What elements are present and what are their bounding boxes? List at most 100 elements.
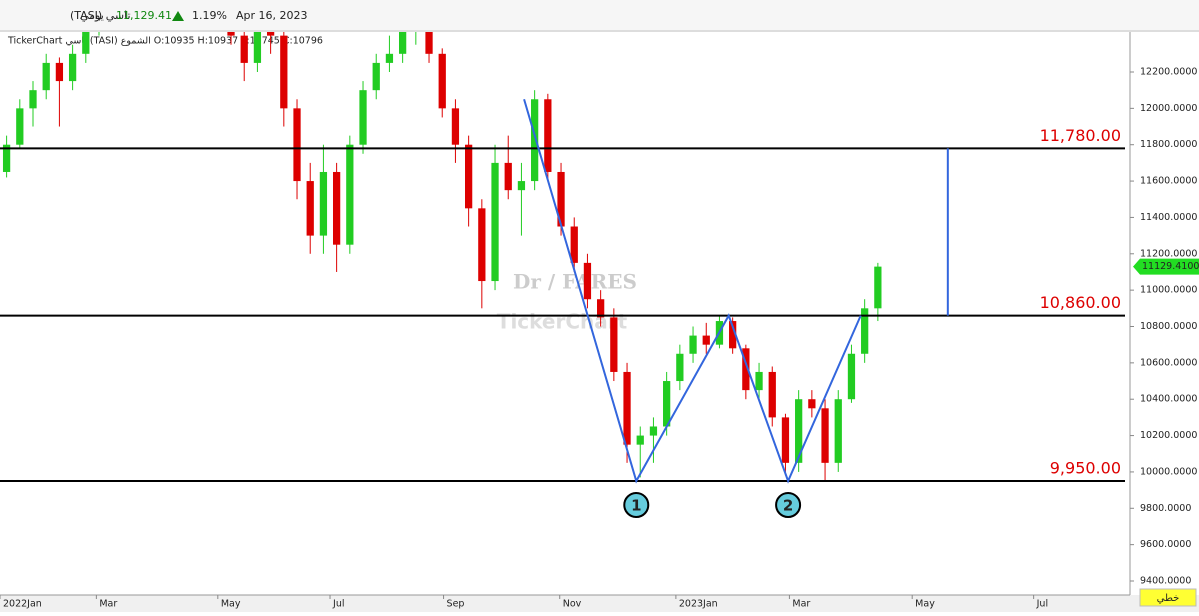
symbol: تاسي (TASI) (70, 9, 131, 22)
y-tick-label: 11000.0000 (1140, 285, 1197, 296)
x-tick-label: Mar (792, 599, 810, 610)
level-label: 10,860.00 (1040, 293, 1121, 312)
candle-body (544, 99, 552, 172)
candle-body (2, 144, 11, 172)
candle-body (478, 208, 486, 282)
candle-body (438, 53, 446, 109)
x-tick-label: May (221, 599, 241, 610)
candle-body (68, 53, 77, 82)
y-tick-label: 11200.0000 (1140, 248, 1197, 259)
candle-body (398, 32, 407, 54)
candle-body (359, 90, 367, 145)
candle-body (755, 371, 763, 391)
candle-body (531, 99, 539, 182)
y-tick-label: 10600.0000 (1140, 357, 1197, 368)
y-tick-label: 9600.0000 (1140, 539, 1191, 550)
candle-body (425, 32, 433, 54)
candle-body (649, 426, 658, 436)
x-axis-panel (0, 595, 1199, 612)
candle-body (702, 335, 710, 345)
candle-body (504, 162, 512, 191)
candle-body (663, 381, 671, 427)
candle-body (266, 32, 275, 36)
candle-body (293, 108, 301, 182)
marker-label: 1 (631, 497, 641, 515)
candle-body (372, 62, 380, 91)
period: يومي (80, 9, 104, 22)
candle-body (795, 399, 803, 463)
candle-body (768, 371, 776, 418)
candle-body (42, 62, 50, 91)
candle-body (874, 266, 882, 309)
last-price-box (1133, 258, 1199, 275)
candle-body (332, 171, 341, 245)
candle-body (742, 348, 750, 391)
y-tick-label: 9400.0000 (1140, 576, 1191, 587)
candle-body (240, 35, 248, 63)
y-tick-label: 11800.0000 (1140, 139, 1197, 150)
y-tick-label: 11600.0000 (1140, 176, 1197, 187)
candle-body (610, 317, 618, 372)
style-button[interactable] (1139, 588, 1197, 607)
y-tick-label: 12000.0000 (1140, 103, 1197, 114)
candle-body (451, 108, 460, 145)
candle-body (346, 144, 354, 245)
candle-body (280, 35, 288, 109)
plot (2, 32, 882, 482)
candle-body (781, 417, 790, 463)
candle-body (636, 435, 644, 445)
y-tick-label: 11400.0000 (1140, 212, 1197, 223)
info-line: TickerChart تاسي (TASI) الشموع O:10935 H… (7, 36, 323, 47)
y-tick-label: 10800.0000 (1140, 321, 1197, 332)
y-tick-label: 10400.0000 (1140, 394, 1197, 405)
watermark: TickerChart (497, 310, 628, 334)
date: Apr 16, 2023 (236, 9, 308, 22)
y-tick-label: 10200.0000 (1140, 430, 1197, 441)
pattern-line (523, 98, 862, 484)
x-tick-label: Nov (563, 599, 582, 610)
level-label: 11,780.00 (1040, 126, 1121, 145)
x-tick-label: 2023Jan (679, 599, 718, 610)
x-tick-label: Jul (332, 599, 344, 610)
y-axis-panel (1130, 32, 1199, 595)
y-tick-label: 12200.0000 (1140, 66, 1197, 77)
last-price-label: 11129.4100 (1142, 261, 1199, 272)
marker (623, 492, 650, 518)
candle-body (729, 321, 737, 349)
candle-body (821, 408, 829, 463)
candle-body (55, 62, 64, 82)
y-tick-label: 9800.0000 (1140, 503, 1191, 514)
candle-body (306, 181, 314, 236)
candle-body (597, 299, 605, 318)
style-button-label: خطي (1157, 593, 1180, 604)
candle-body (689, 335, 697, 354)
y-tick-label: 10000.0000 (1140, 466, 1197, 477)
x-tick-label: Sep (447, 599, 465, 610)
candle-body (676, 353, 684, 382)
candle-body (227, 32, 235, 36)
candle-body (570, 226, 578, 263)
candle-body (808, 399, 816, 409)
level-label: 9,950.00 (1050, 459, 1121, 478)
candle-body (517, 181, 526, 191)
up-arrow (172, 11, 184, 21)
candle-body (465, 144, 473, 209)
candle-body (385, 53, 394, 63)
candle-body (319, 171, 328, 236)
candle-body (583, 262, 592, 300)
x-tick-label: Mar (99, 599, 117, 610)
x-tick-label: May (915, 599, 935, 610)
candle-body (491, 162, 499, 282)
candle-body (623, 371, 631, 445)
candle-body (253, 32, 262, 63)
candle-body (82, 32, 90, 54)
change: 1.19% (192, 9, 227, 22)
candle-body (29, 90, 37, 109)
price: 11,129.41 (116, 9, 172, 22)
candle-body (861, 308, 869, 354)
header-bar (0, 0, 1199, 30)
candle-body (557, 171, 565, 227)
candle-body (16, 108, 24, 145)
